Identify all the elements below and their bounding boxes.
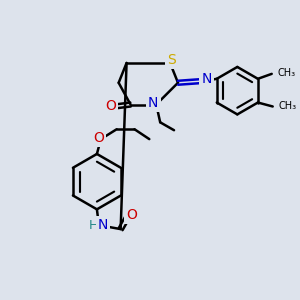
- Text: O: O: [93, 131, 104, 145]
- Text: O: O: [105, 100, 116, 113]
- Text: CH₃: CH₃: [279, 101, 297, 112]
- Text: N: N: [202, 72, 212, 86]
- Text: H: H: [88, 219, 98, 232]
- Text: N: N: [98, 218, 108, 232]
- Text: CH₃: CH₃: [278, 68, 296, 78]
- Text: N: N: [148, 95, 158, 110]
- Text: S: S: [167, 53, 176, 67]
- Text: O: O: [126, 208, 137, 222]
